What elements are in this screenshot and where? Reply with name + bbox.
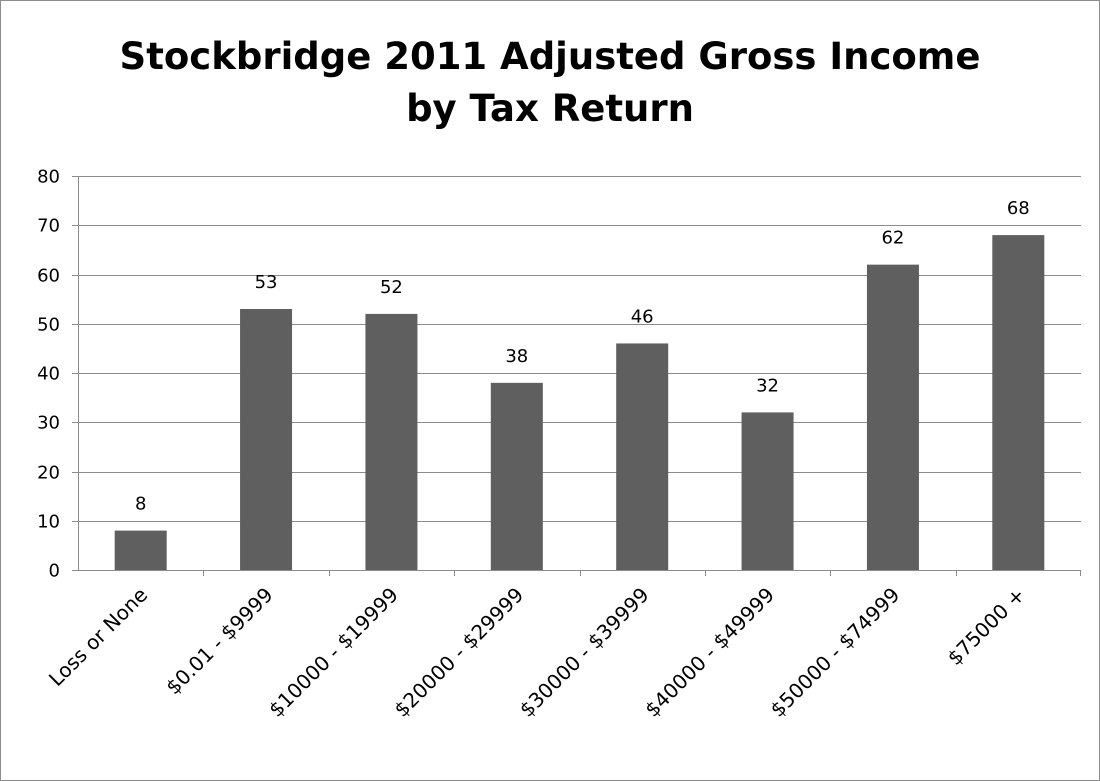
chart-title-line-2: by Tax Return (406, 87, 694, 130)
bar-value-label: 46 (631, 306, 654, 327)
y-tick-label: 10 (37, 512, 60, 533)
category-label: $10000 - $19999 (264, 583, 403, 722)
bar-value-label: 8 (135, 494, 146, 515)
bar (866, 264, 919, 570)
y-tick-label: 20 (37, 463, 60, 484)
x-axis-category-labels: Loss or None $0.01 - $9999$10000 - $19999… (44, 583, 1030, 722)
y-tick-label: 50 (37, 315, 60, 336)
chart-title-line-1: Stockbridge 2011 Adjusted Gross Income (119, 35, 981, 78)
bar-value-label: 38 (505, 346, 528, 367)
axes (72, 176, 1081, 576)
bar (490, 382, 543, 570)
bar (240, 308, 293, 570)
category-label: $40000 - $49999 (640, 583, 779, 722)
y-tick-label: 0 (49, 561, 60, 582)
bar (365, 313, 418, 570)
bar-value-label: 68 (1007, 198, 1030, 219)
category-label: $75000 + (943, 583, 1030, 670)
y-tick-label: 80 (37, 167, 60, 188)
category-label: $50000 - $74999 (765, 583, 904, 722)
y-tick-label: 40 (37, 364, 60, 385)
bar-value-label: 53 (255, 272, 278, 293)
y-tick-label: 70 (37, 216, 60, 237)
bar (616, 343, 669, 570)
y-axis-tick-labels: 0 10 20 30 40 50 60 70 80 (37, 167, 60, 582)
category-label: $30000 - $39999 (515, 583, 654, 722)
y-tick-label: 30 (37, 413, 60, 434)
category-label: $20000 - $29999 (389, 583, 528, 722)
bar-value-label: 52 (380, 277, 403, 298)
bar-value-label: 62 (881, 228, 904, 249)
y-tick-label: 60 (37, 266, 60, 287)
chart-title: Stockbridge 2011 Adjusted Gross Income b… (1, 31, 1099, 135)
category-label: $0.01 - $9999 (161, 583, 278, 700)
bar (992, 235, 1045, 570)
bars (114, 235, 1045, 570)
data-labels: 8 53 52 38 46 32 62 68 (135, 198, 1030, 514)
gridlines (78, 176, 1081, 522)
bar (114, 530, 167, 570)
bar-value-label: 32 (756, 375, 779, 396)
category-label: Loss or None (44, 583, 152, 691)
bar (741, 412, 794, 570)
